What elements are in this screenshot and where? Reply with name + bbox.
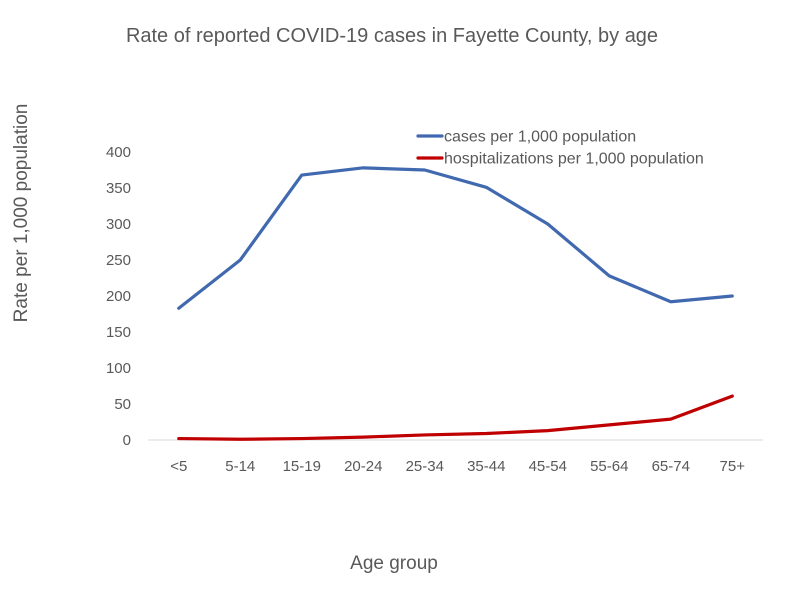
- x-tick-label: 75+: [720, 458, 746, 475]
- y-axis-title: Rate per 1,000 population: [11, 104, 32, 323]
- series-line: [179, 396, 733, 439]
- x-tick-label: 25-34: [406, 458, 444, 475]
- x-tick-label: 5-14: [225, 458, 255, 475]
- legend: cases per 1,000 population hospitalizatio…: [418, 129, 704, 168]
- x-tick-label: 20-24: [344, 458, 382, 475]
- series-2: [179, 396, 733, 439]
- y-tick-label: 350: [106, 180, 131, 197]
- x-tick-label: 55-64: [590, 458, 628, 475]
- x-tick-label: 35-44: [467, 458, 505, 475]
- x-axis-ticks: <5 5-14 15-19 20-24 25-34 35-44 45-54 55-64 65-7…: [170, 458, 745, 475]
- y-tick-label: 200: [106, 288, 131, 305]
- legend-label: hospitalizations per 1,000 population: [444, 151, 704, 168]
- legend-item: hospitalizations per 1,000 population: [418, 151, 704, 168]
- series-line: [179, 168, 733, 308]
- chart-title: Rate of reported COVID-19 cases in Fayet…: [126, 25, 658, 47]
- y-tick-label: 150: [106, 324, 131, 341]
- y-tick-label: 50: [114, 396, 131, 413]
- y-tick-label: 0: [123, 432, 131, 449]
- legend-item: cases per 1,000 population: [418, 129, 636, 146]
- series-1: [179, 168, 733, 309]
- y-tick-label: 400: [106, 144, 131, 161]
- x-axis-title: Age group: [350, 553, 438, 574]
- y-tick-label: 250: [106, 252, 131, 269]
- y-axis-ticks: 0 50 100 150 200 250 300 350 400: [106, 144, 131, 449]
- y-tick-label: 100: [106, 360, 131, 377]
- legend-label: cases per 1,000 population: [444, 129, 636, 146]
- x-tick-label: <5: [170, 458, 187, 475]
- y-tick-label: 300: [106, 216, 131, 233]
- x-tick-label: 45-54: [529, 458, 567, 475]
- x-tick-label: 65-74: [652, 458, 690, 475]
- series-lines: [179, 168, 733, 440]
- x-tick-label: 15-19: [283, 458, 321, 475]
